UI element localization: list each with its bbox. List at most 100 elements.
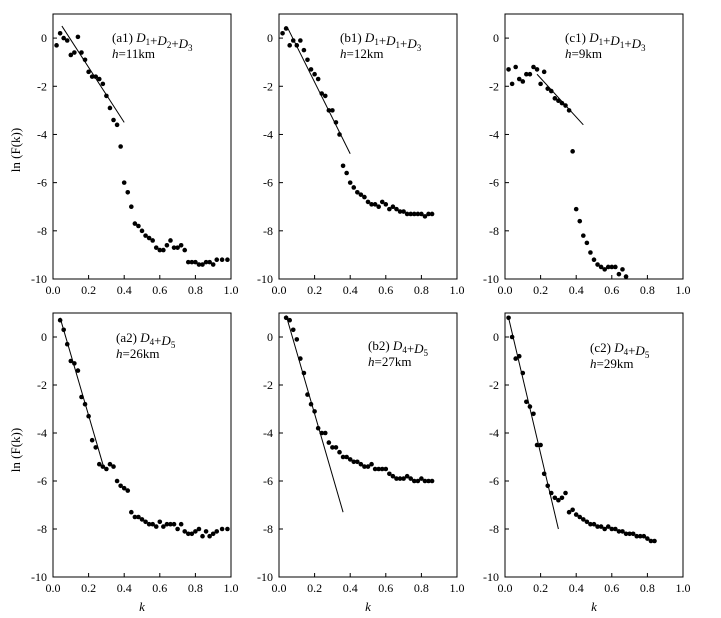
data-point <box>214 529 220 534</box>
fit-line <box>285 315 344 513</box>
data-point <box>171 245 177 250</box>
data-point <box>627 531 632 537</box>
data-point <box>207 533 212 539</box>
data-point <box>315 425 321 431</box>
data-point <box>193 259 198 265</box>
x-tick-label: 0.8 <box>414 283 429 297</box>
data-point <box>634 533 640 539</box>
data-point <box>298 38 303 43</box>
data-point <box>390 204 396 210</box>
data-point <box>404 473 410 479</box>
data-point <box>613 264 618 270</box>
x-tick-label: 0.4 <box>343 283 358 297</box>
data-point <box>609 264 615 270</box>
x-tick-label: 0.0 <box>498 283 513 297</box>
data-point <box>429 478 435 484</box>
data-point <box>75 34 81 40</box>
data-point <box>573 206 579 212</box>
data-point <box>225 526 230 532</box>
data-point <box>652 538 657 544</box>
panel-depth: h=11km <box>112 46 155 61</box>
y-tick-label: -8 <box>489 522 499 536</box>
data-point <box>82 57 88 63</box>
data-point <box>100 81 106 87</box>
x-axis-label: k <box>591 599 597 614</box>
x-tick-label: 1.0 <box>450 283 465 297</box>
data-point <box>337 449 342 455</box>
data-point <box>541 69 547 75</box>
data-point <box>219 526 225 532</box>
y-tick-label: -10 <box>483 272 499 286</box>
data-point <box>196 262 202 267</box>
x-tick-label: 0.6 <box>378 581 393 595</box>
data-point <box>623 531 629 537</box>
data-point <box>86 69 91 75</box>
data-point <box>326 108 332 113</box>
data-point <box>397 209 403 214</box>
data-point <box>72 361 77 366</box>
data-point <box>369 202 374 207</box>
data-point <box>89 74 95 79</box>
y-tick-label: -6 <box>263 176 273 190</box>
y-tick-label: -2 <box>489 378 499 392</box>
data-point <box>616 529 622 534</box>
data-point <box>509 81 515 87</box>
data-point <box>96 76 102 82</box>
y-tick-label: -4 <box>489 426 499 440</box>
data-point <box>322 430 328 436</box>
data-point <box>344 170 349 176</box>
data-point <box>326 440 332 445</box>
data-point <box>290 38 296 43</box>
data-point <box>609 526 615 532</box>
data-point <box>527 71 533 77</box>
data-point <box>111 117 116 123</box>
y-tick-label: 0 <box>493 31 499 45</box>
data-point <box>193 529 198 534</box>
data-point <box>538 442 543 448</box>
x-tick-label: 0.8 <box>188 581 203 595</box>
y-tick-label: -4 <box>37 426 47 440</box>
data-point <box>298 356 303 361</box>
data-point <box>175 245 180 250</box>
data-point <box>394 206 399 212</box>
x-tick-label: 0.6 <box>604 581 619 595</box>
data-point <box>164 242 170 248</box>
data-point <box>312 409 317 414</box>
data-point <box>182 247 188 253</box>
data-point <box>305 392 310 397</box>
data-point <box>210 531 216 537</box>
plot-frame <box>52 312 232 578</box>
data-point <box>64 38 70 43</box>
x-tick-label: 0.8 <box>188 283 203 297</box>
panel-depth: h=27km <box>368 354 411 369</box>
panel-a1: 0.0 0.2 0.4 0.6 0.8 1.0 0 -2 -4 -6 -8 -10 (a1) D1+D2… <box>31 13 239 297</box>
data-point <box>548 490 554 496</box>
data-point <box>305 57 310 63</box>
data-point <box>563 103 568 108</box>
data-point <box>64 341 70 347</box>
data-point <box>344 454 349 460</box>
data-point <box>376 466 381 472</box>
data-point <box>100 464 106 469</box>
data-point <box>422 478 428 484</box>
data-point <box>548 88 554 94</box>
data-point <box>280 30 285 36</box>
x-tick-label: 0.0 <box>46 283 61 297</box>
data-point <box>588 250 593 255</box>
y-tick-label: 0 <box>493 330 499 344</box>
data-point <box>408 211 414 217</box>
data-point <box>598 264 604 270</box>
y-tick-label: -8 <box>263 224 273 238</box>
y-tick-label: -8 <box>37 522 47 536</box>
data-point <box>408 476 414 481</box>
y-tick-label: -2 <box>37 378 47 392</box>
y-axis-label-bottom: ln (F(k)) <box>8 428 23 472</box>
data-point <box>82 401 88 407</box>
y-tick-label: -10 <box>483 570 499 584</box>
panel-a2: 0.0 0.2 0.4 0.6 0.8 1.0 0 -2 -4 -6 -8 -10 (a2) D4+D5… <box>31 312 239 614</box>
y-tick-label: -4 <box>489 127 499 141</box>
data-point <box>545 86 551 91</box>
data-point <box>283 315 289 321</box>
data-point <box>182 529 188 534</box>
data-point <box>559 100 565 106</box>
